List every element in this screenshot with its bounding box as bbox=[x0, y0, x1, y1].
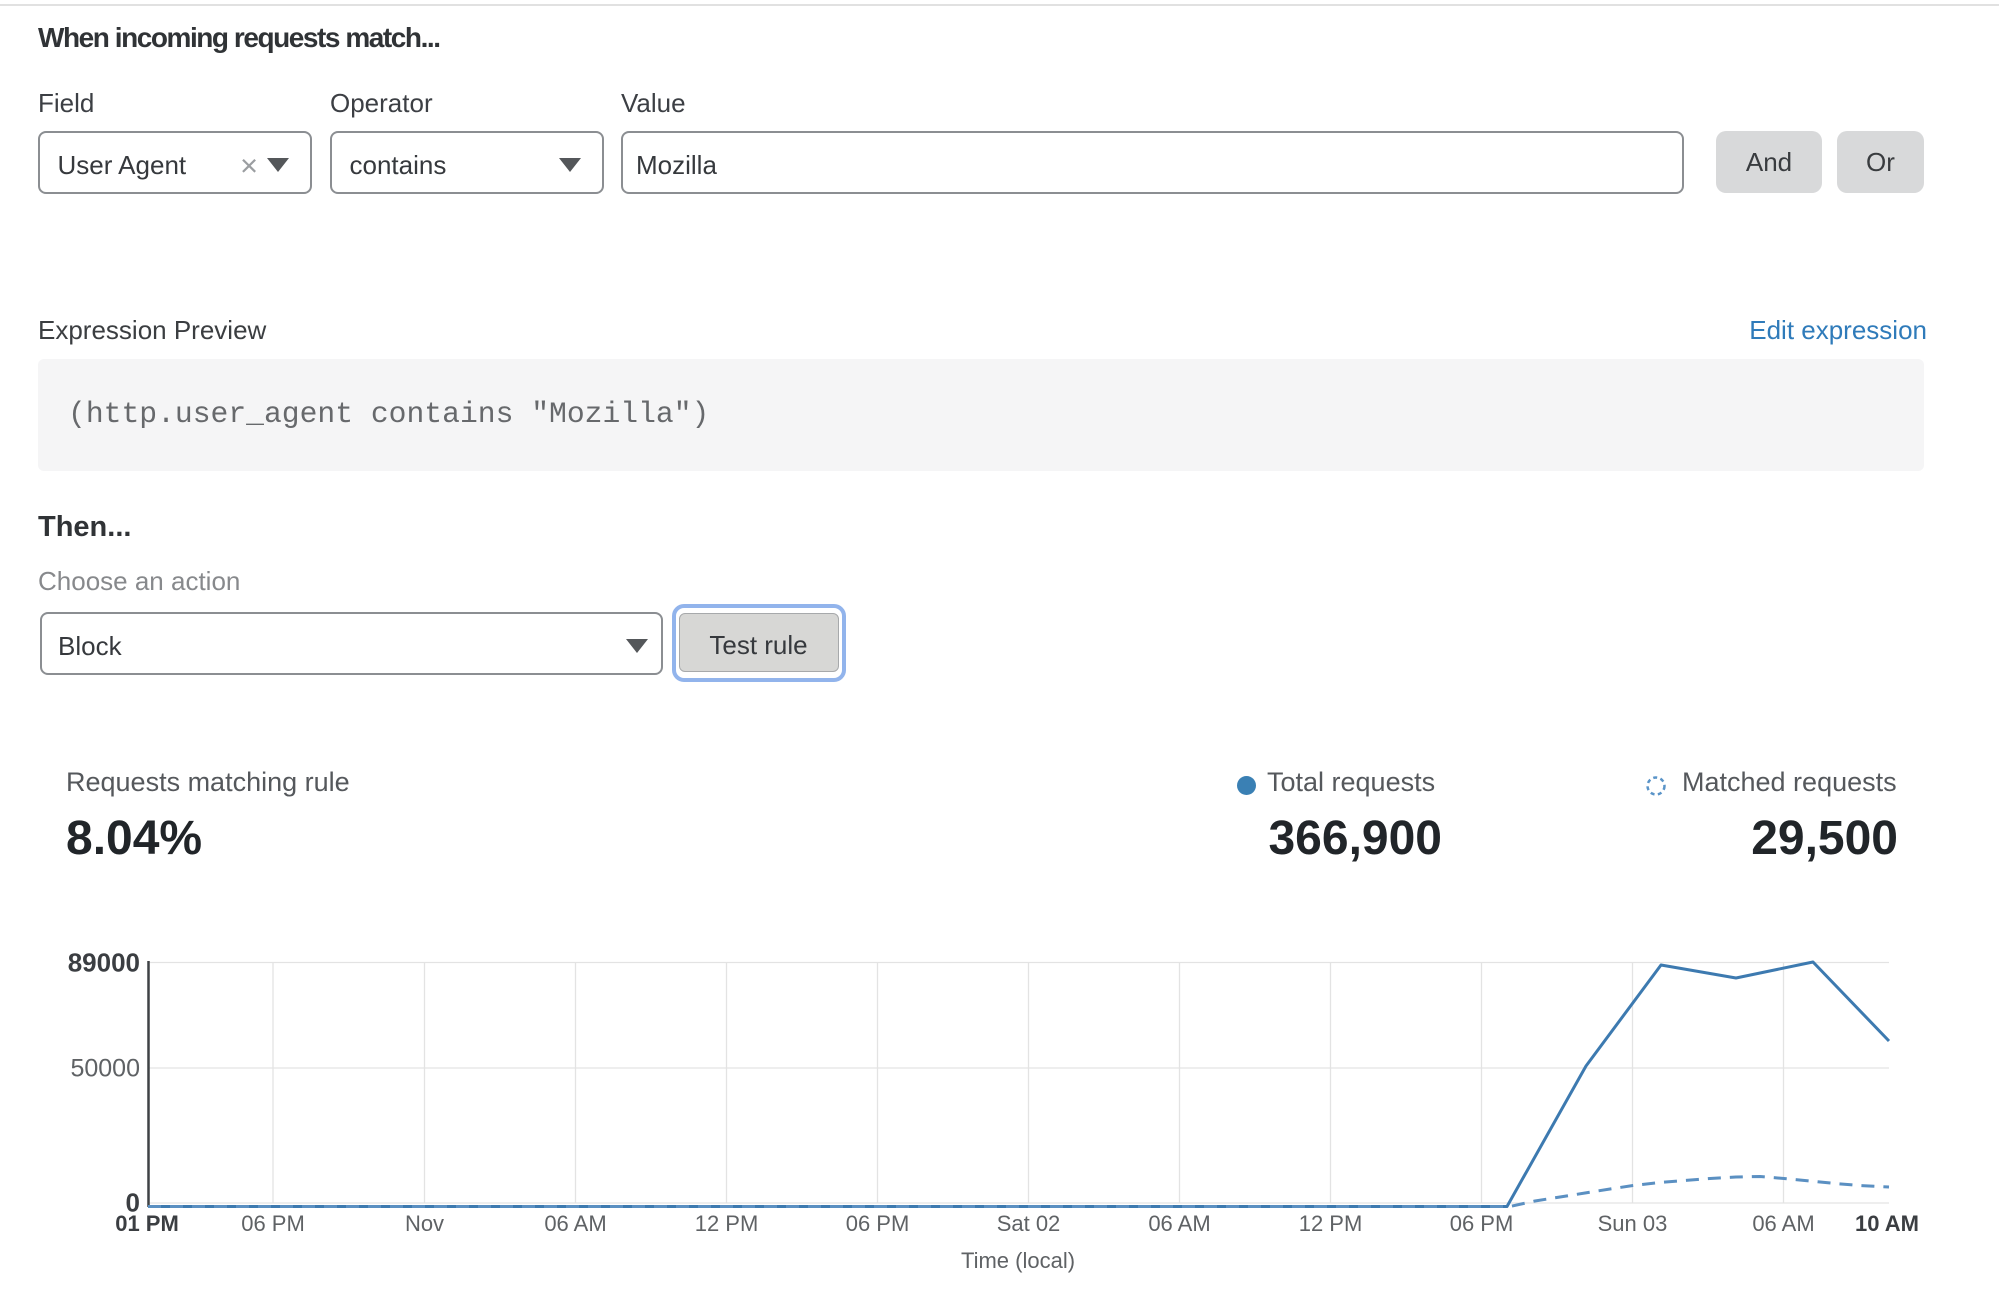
svg-text:Sat 02: Sat 02 bbox=[997, 1211, 1061, 1236]
svg-text:06 AM: 06 AM bbox=[1752, 1211, 1814, 1236]
svg-text:0: 0 bbox=[126, 1188, 140, 1218]
svg-text:06 PM: 06 PM bbox=[1450, 1211, 1514, 1236]
svg-text:12 PM: 12 PM bbox=[695, 1211, 759, 1236]
svg-text:50000: 50000 bbox=[70, 1055, 140, 1083]
svg-text:10 AM: 10 AM bbox=[1855, 1211, 1919, 1236]
svg-text:Nov: Nov bbox=[405, 1211, 444, 1236]
svg-text:Time (local): Time (local) bbox=[961, 1248, 1075, 1273]
svg-text:06 PM: 06 PM bbox=[241, 1211, 305, 1236]
svg-text:06 PM: 06 PM bbox=[846, 1211, 910, 1236]
svg-text:06 AM: 06 AM bbox=[1148, 1211, 1210, 1236]
svg-text:89000: 89000 bbox=[68, 948, 140, 978]
svg-text:12 PM: 12 PM bbox=[1299, 1211, 1363, 1236]
svg-text:Sun 03: Sun 03 bbox=[1598, 1211, 1668, 1236]
svg-text:06 AM: 06 AM bbox=[544, 1211, 606, 1236]
svg-text:01 PM: 01 PM bbox=[115, 1211, 179, 1236]
